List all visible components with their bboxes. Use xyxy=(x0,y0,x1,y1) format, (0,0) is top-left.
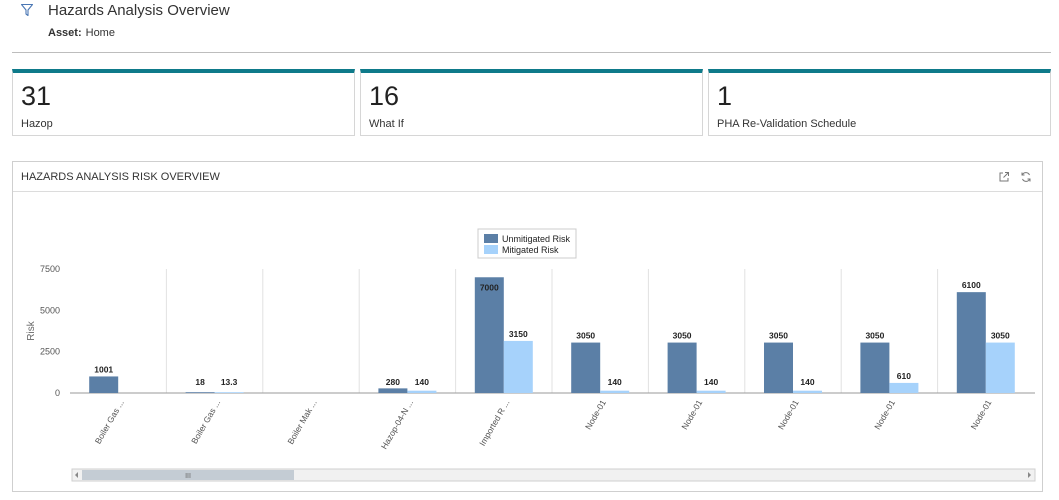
x-category-label: Boiler Gas ... xyxy=(189,398,222,446)
x-category-label: Boiler Mak ... xyxy=(285,398,318,446)
data-label: 280 xyxy=(386,377,400,387)
mitigated-risk-bar[interactable] xyxy=(407,390,437,393)
data-label: 610 xyxy=(897,371,911,381)
unmitigated-risk-bar[interactable] xyxy=(667,342,697,393)
kpi-card-what-if[interactable]: 16 What If xyxy=(360,69,703,136)
risk-overview-panel: HAZARDS ANALYSIS RISK OVERVIEW xyxy=(12,161,1043,492)
kpi-card-hazop[interactable]: 31 Hazop xyxy=(12,69,355,136)
page-title: Hazards Analysis Overview xyxy=(48,2,230,19)
filter-icon[interactable] xyxy=(20,3,34,17)
data-label: 6100 xyxy=(962,280,981,290)
data-label: 3150 xyxy=(509,329,528,339)
data-label: 140 xyxy=(704,377,718,387)
data-label: 140 xyxy=(415,377,429,387)
scrollbar-thumb[interactable] xyxy=(82,470,294,480)
page-header: Hazards Analysis Overview Asset: Home xyxy=(0,0,1059,52)
mitigated-risk-bar[interactable] xyxy=(985,342,1015,393)
mitigated-risk-bar[interactable] xyxy=(793,390,822,393)
unmitigated-risk-bar[interactable] xyxy=(378,388,408,393)
mitigated-risk-bar[interactable] xyxy=(696,390,726,393)
kpi-value: 31 xyxy=(21,81,52,111)
scrollbar-grip: III xyxy=(185,473,191,480)
kpi-value: 1 xyxy=(717,81,733,111)
data-label: 140 xyxy=(800,377,814,387)
x-category-label: Node-01 xyxy=(776,398,801,431)
data-label: 3050 xyxy=(673,331,692,341)
legend-swatch-mitigated xyxy=(484,245,498,254)
data-label: 1001 xyxy=(94,364,113,374)
unmitigated-risk-bar[interactable] xyxy=(764,342,793,393)
data-label: 7000 xyxy=(480,282,499,292)
kpi-value: 16 xyxy=(369,81,400,111)
kpi-label: PHA Re-Validation Schedule xyxy=(717,118,857,130)
y-tick-label: 0 xyxy=(55,388,60,398)
mitigated-risk-bar[interactable] xyxy=(214,392,244,393)
unmitigated-risk-bar[interactable] xyxy=(185,392,215,393)
y-tick-label: 2500 xyxy=(40,347,60,357)
y-tick-label: 7500 xyxy=(40,264,60,274)
data-label: 140 xyxy=(608,377,622,387)
unmitigated-risk-bar[interactable] xyxy=(474,277,504,393)
x-category-label: Boiler Gas ... xyxy=(93,398,126,446)
asset-label: Asset: xyxy=(48,27,82,39)
x-category-label: Node-01 xyxy=(583,398,608,431)
header-divider xyxy=(12,52,1051,53)
y-axis-label: Risk xyxy=(26,320,37,340)
panel-header: HAZARDS ANALYSIS RISK OVERVIEW xyxy=(13,162,1042,192)
kpi-label: What If xyxy=(369,118,404,130)
data-label: 13.3 xyxy=(221,377,238,387)
x-category-label: Node-01 xyxy=(969,398,994,431)
asset-value: Home xyxy=(85,27,115,39)
legend-label: Unmitigated Risk xyxy=(502,234,571,244)
data-label: 3050 xyxy=(865,331,884,341)
refresh-icon[interactable] xyxy=(1020,170,1032,182)
x-category-label: Imported R ... xyxy=(477,398,511,448)
asset-breadcrumb: Asset: Home xyxy=(48,27,115,39)
scroll-right-arrow-icon[interactable] xyxy=(1028,472,1031,478)
x-category-label: Hazop-04-N ... xyxy=(379,398,415,451)
kpi-label: Hazop xyxy=(21,118,53,130)
unmitigated-risk-bar[interactable] xyxy=(860,342,890,393)
x-category-label: Node-01 xyxy=(872,398,897,431)
unmitigated-risk-bar[interactable] xyxy=(571,342,601,393)
y-tick-label: 5000 xyxy=(40,305,60,315)
data-label: 3050 xyxy=(576,331,595,341)
legend-label: Mitigated Risk xyxy=(502,245,559,255)
panel-title: HAZARDS ANALYSIS RISK OVERVIEW xyxy=(21,171,220,183)
mitigated-risk-bar[interactable] xyxy=(889,382,919,393)
mitigated-risk-bar[interactable] xyxy=(503,340,533,393)
legend-swatch-unmitigated xyxy=(484,234,498,243)
x-category-label: Node-01 xyxy=(679,398,704,431)
mitigated-risk-bar[interactable] xyxy=(600,390,630,393)
kpi-card-pha-revalidation[interactable]: 1 PHA Re-Validation Schedule xyxy=(708,69,1051,136)
scroll-left-arrow-icon[interactable] xyxy=(75,472,78,478)
data-label: 18 xyxy=(195,377,205,387)
data-label: 3050 xyxy=(991,331,1010,341)
horizontal-scrollbar[interactable] xyxy=(71,468,1036,482)
unmitigated-risk-bar[interactable] xyxy=(89,376,119,393)
external-link-icon[interactable] xyxy=(998,170,1010,182)
unmitigated-risk-bar[interactable] xyxy=(956,292,986,393)
data-label: 3050 xyxy=(769,331,788,341)
